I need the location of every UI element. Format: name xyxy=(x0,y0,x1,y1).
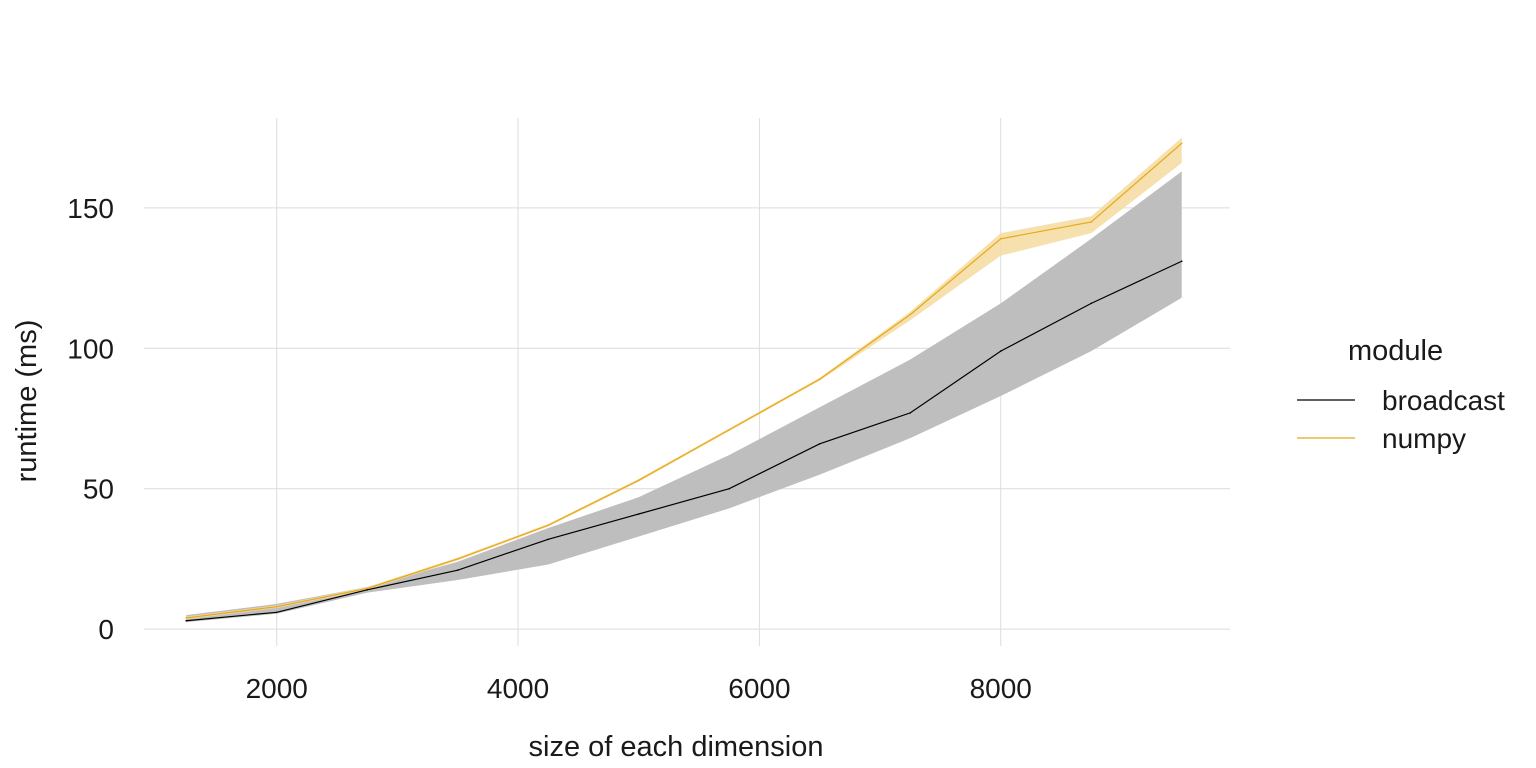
point-broadcast xyxy=(728,487,731,490)
legend-title: module xyxy=(1348,335,1443,367)
series-lines xyxy=(185,142,1183,622)
point-broadcast xyxy=(637,513,640,515)
legend-label-numpy: numpy xyxy=(1382,423,1466,454)
band-broadcast xyxy=(186,171,1182,623)
y-axis-ticks: 0 50 100 150 xyxy=(67,193,114,645)
point-broadcast xyxy=(185,619,188,622)
point-numpy xyxy=(547,524,550,527)
point-numpy xyxy=(728,428,731,431)
point-numpy xyxy=(999,237,1002,240)
point-numpy xyxy=(185,617,188,619)
point-broadcast xyxy=(1090,302,1093,305)
y-axis-title: runtime (ms) xyxy=(11,320,43,483)
y-tick-label: 0 xyxy=(98,614,114,645)
point-broadcast xyxy=(456,569,459,571)
x-axis-title: size of each dimension xyxy=(529,731,824,763)
line-numpy xyxy=(186,142,1183,619)
y-tick-label: 100 xyxy=(67,333,114,364)
point-broadcast xyxy=(275,611,278,614)
x-tick-label: 8000 xyxy=(970,673,1032,704)
point-broadcast xyxy=(818,442,821,445)
point-broadcast xyxy=(999,350,1002,352)
point-numpy xyxy=(1180,142,1183,145)
x-tick-label: 4000 xyxy=(487,673,549,704)
point-numpy xyxy=(818,378,821,380)
x-tick-label: 2000 xyxy=(246,673,308,704)
legend: module broadcast numpy xyxy=(1297,335,1505,454)
line-broadcast xyxy=(186,260,1182,622)
point-numpy xyxy=(909,313,912,316)
point-numpy xyxy=(1090,221,1093,223)
point-numpy xyxy=(637,479,640,482)
point-numpy xyxy=(366,587,369,590)
point-numpy xyxy=(275,605,278,608)
legend-label-broadcast: broadcast xyxy=(1382,385,1505,416)
legend-items: broadcast numpy xyxy=(1297,385,1505,454)
point-broadcast xyxy=(1180,260,1183,263)
grid xyxy=(144,118,1230,646)
x-tick-label: 6000 xyxy=(728,673,790,704)
point-numpy xyxy=(456,558,459,560)
confidence-bands xyxy=(186,137,1182,623)
point-broadcast xyxy=(909,412,912,414)
y-tick-label: 50 xyxy=(83,474,114,505)
y-tick-label: 150 xyxy=(67,193,114,224)
x-axis-ticks: 2000 4000 6000 8000 xyxy=(246,673,1032,704)
point-broadcast xyxy=(547,538,550,541)
point-broadcast xyxy=(366,589,369,591)
